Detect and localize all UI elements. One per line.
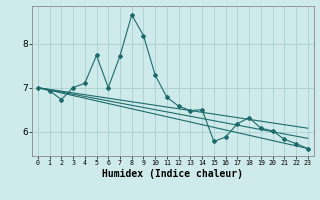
X-axis label: Humidex (Indice chaleur): Humidex (Indice chaleur) [102,169,243,179]
